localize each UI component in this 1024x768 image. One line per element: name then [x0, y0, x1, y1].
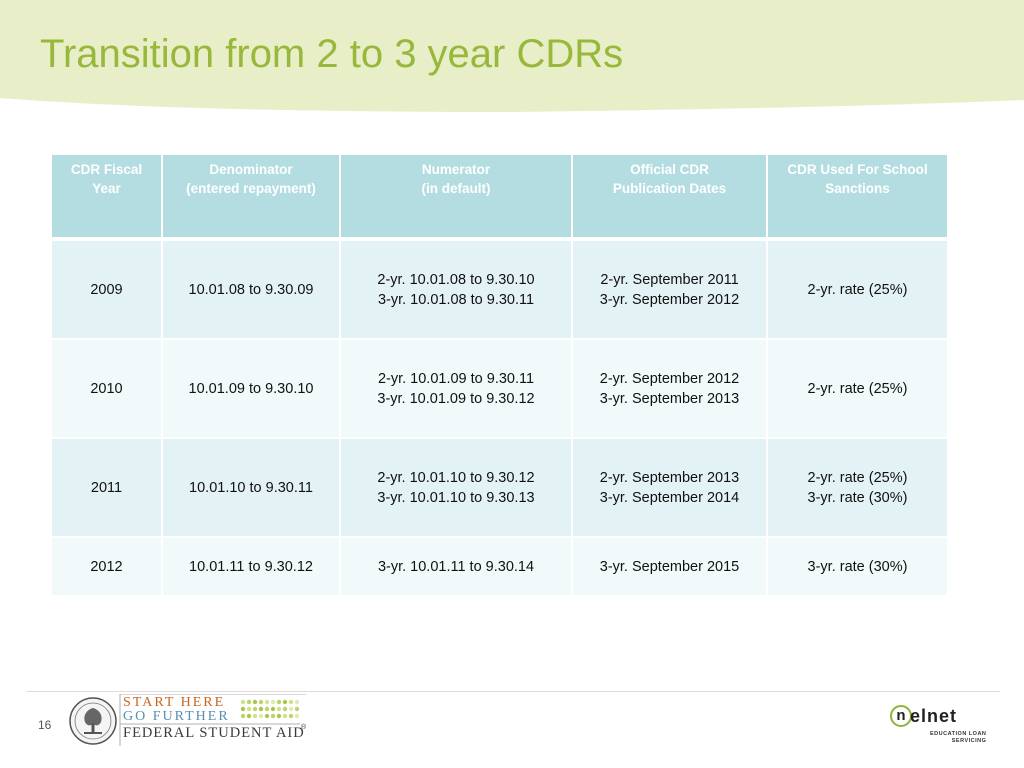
cell-line: 10.01.11 to 9.30.12	[189, 558, 313, 575]
nelnet-logo: n elnet EDUCATION LOAN SERVICING	[890, 703, 995, 751]
cell-line: 2-yr. rate (25%)	[807, 469, 908, 486]
fsa-name: FEDERAL STUDENT AID	[123, 725, 305, 741]
fsa-tagline-start-here: START HERE	[123, 695, 226, 710]
table-row: 2012 10.01.11 to 9.30.12 3-yr. 10.01.11 …	[52, 537, 947, 597]
cell-publication-dates: 2-yr. September 2011 3-yr. September 201…	[572, 239, 768, 340]
header-line: (in default)	[421, 181, 491, 196]
cell-numerator: 2-yr. 10.01.10 to 9.30.12 3-yr. 10.01.10…	[340, 438, 573, 538]
header-school-sanctions: CDR Used For School Sanctions	[767, 155, 947, 241]
cell-line: 2-yr. rate (25%)	[807, 380, 908, 397]
cell-line: 3-yr. September 2015	[599, 558, 740, 575]
cell-line: 2010	[90, 380, 123, 397]
cell-line: 10.01.08 to 9.30.09	[188, 281, 314, 298]
cell-line: 3-yr. September 2014	[599, 489, 740, 506]
cell-line: 3-yr. September 2013	[599, 390, 740, 407]
table-row: 2010 10.01.09 to 9.30.10 2-yr. 10.01.09 …	[52, 339, 947, 439]
header-publication-dates: Official CDR Publication Dates	[572, 155, 768, 241]
cell-line: 2009	[90, 281, 123, 298]
cell-numerator: 2-yr. 10.01.08 to 9.30.10 3-yr. 10.01.08…	[340, 239, 573, 340]
table-row: 2009 10.01.08 to 9.30.09 2-yr. 10.01.08 …	[52, 239, 947, 340]
nelnet-tagline-line: SERVICING	[951, 738, 987, 744]
nelnet-wordmark: elnet	[910, 706, 958, 726]
cell-sanctions: 2-yr. rate (25%)	[767, 239, 947, 340]
title-band: Transition from 2 to 3 year CDRs	[0, 0, 1024, 120]
cell-publication-dates: 3-yr. September 2015	[572, 537, 768, 597]
fsa-logo-frame	[119, 694, 306, 746]
cell-sanctions: 2-yr. rate (25%)	[767, 339, 947, 439]
header-numerator: Numerator (in default)	[340, 155, 573, 241]
page-number: 16	[38, 718, 52, 732]
cell-line: 2-yr. 10.01.09 to 9.30.11	[377, 370, 535, 387]
cell-fiscal-year: 2009	[52, 239, 163, 340]
cell-line: 3-yr. 10.01.10 to 9.30.13	[377, 489, 535, 506]
cell-fiscal-year: 2011	[52, 438, 163, 538]
header-line: CDR Used For School	[787, 162, 928, 177]
page-title: Transition from 2 to 3 year CDRs	[40, 32, 624, 76]
header-line: Sanctions	[825, 181, 890, 196]
cell-line: 3-yr. 10.01.08 to 9.30.11	[377, 291, 535, 308]
cell-line: 3-yr. 10.01.09 to 9.30.12	[377, 390, 535, 407]
cell-denominator: 10.01.09 to 9.30.10	[162, 339, 341, 439]
cell-line: 2-yr. September 2012	[599, 370, 740, 387]
header-line: CDR Fiscal	[70, 162, 143, 177]
header-line: Official CDR	[630, 162, 709, 177]
cell-line: 10.01.09 to 9.30.10	[188, 380, 314, 397]
title-band-shape	[0, 0, 1024, 112]
cell-publication-dates: 2-yr. September 2013 3-yr. September 201…	[572, 438, 768, 538]
cell-numerator: 2-yr. 10.01.09 to 9.30.11 3-yr. 10.01.09…	[340, 339, 573, 439]
cell-line: 2-yr. 10.01.10 to 9.30.12	[377, 469, 535, 486]
cell-fiscal-year: 2010	[52, 339, 163, 439]
cell-line: 2-yr. rate (25%)	[807, 281, 908, 298]
header-cdr-fiscal-year: CDR Fiscal Year	[52, 155, 163, 241]
cell-line: 2-yr. September 2011	[600, 271, 739, 288]
table-row: 2011 10.01.10 to 9.30.11 2-yr. 10.01.10 …	[52, 438, 947, 538]
department-seal-icon	[69, 697, 117, 745]
cell-line: 2011	[90, 479, 123, 496]
header-denominator: Denominator (entered repayment)	[162, 155, 341, 241]
cell-sanctions: 3-yr. rate (30%)	[767, 537, 947, 597]
fsa-tagline-go-further: GO FURTHER	[123, 709, 230, 724]
cell-publication-dates: 2-yr. September 2012 3-yr. September 201…	[572, 339, 768, 439]
cell-line: 3-yr. September 2012	[599, 291, 740, 308]
fsa-logo: START HERE GO FURTHER FEDERAL STUDENT AI…	[68, 694, 308, 748]
cell-line: 10.01.10 to 9.30.11	[189, 479, 313, 496]
cdr-table: CDR Fiscal Year Denominator (entered rep…	[52, 155, 947, 597]
table-header-row: CDR Fiscal Year Denominator (entered rep…	[52, 155, 947, 241]
header-line: Denominator	[209, 162, 293, 177]
cell-denominator: 10.01.11 to 9.30.12	[162, 537, 341, 597]
header-line: Numerator	[421, 162, 491, 177]
cell-line: 3-yr. 10.01.11 to 9.30.14	[377, 558, 535, 575]
nelnet-tagline-line: EDUCATION LOAN	[930, 731, 987, 737]
cell-fiscal-year: 2012	[52, 537, 163, 597]
cell-line: 3-yr. rate (30%)	[807, 489, 908, 506]
cell-line: 2-yr. September 2013	[599, 469, 740, 486]
footer-divider	[26, 691, 1000, 692]
cell-numerator: 3-yr. 10.01.11 to 9.30.14	[340, 537, 573, 597]
cell-line: 2012	[90, 558, 123, 575]
cell-sanctions: 2-yr. rate (25%) 3-yr. rate (30%)	[767, 438, 947, 538]
cell-line: 3-yr. rate (30%)	[807, 558, 908, 575]
cell-denominator: 10.01.08 to 9.30.09	[162, 239, 341, 340]
nelnet-tagline: EDUCATION LOAN SERVICING	[930, 731, 986, 745]
nelnet-logo-icon: n	[890, 705, 912, 727]
cell-denominator: 10.01.10 to 9.30.11	[162, 438, 341, 538]
dot-pattern	[240, 699, 300, 719]
cell-line: 2-yr. 10.01.08 to 9.30.10	[377, 271, 535, 288]
registered-mark-icon: ®	[301, 724, 307, 731]
header-line: Year	[92, 181, 121, 196]
header-line: (entered repayment)	[186, 181, 316, 196]
header-line: Publication Dates	[612, 181, 727, 196]
